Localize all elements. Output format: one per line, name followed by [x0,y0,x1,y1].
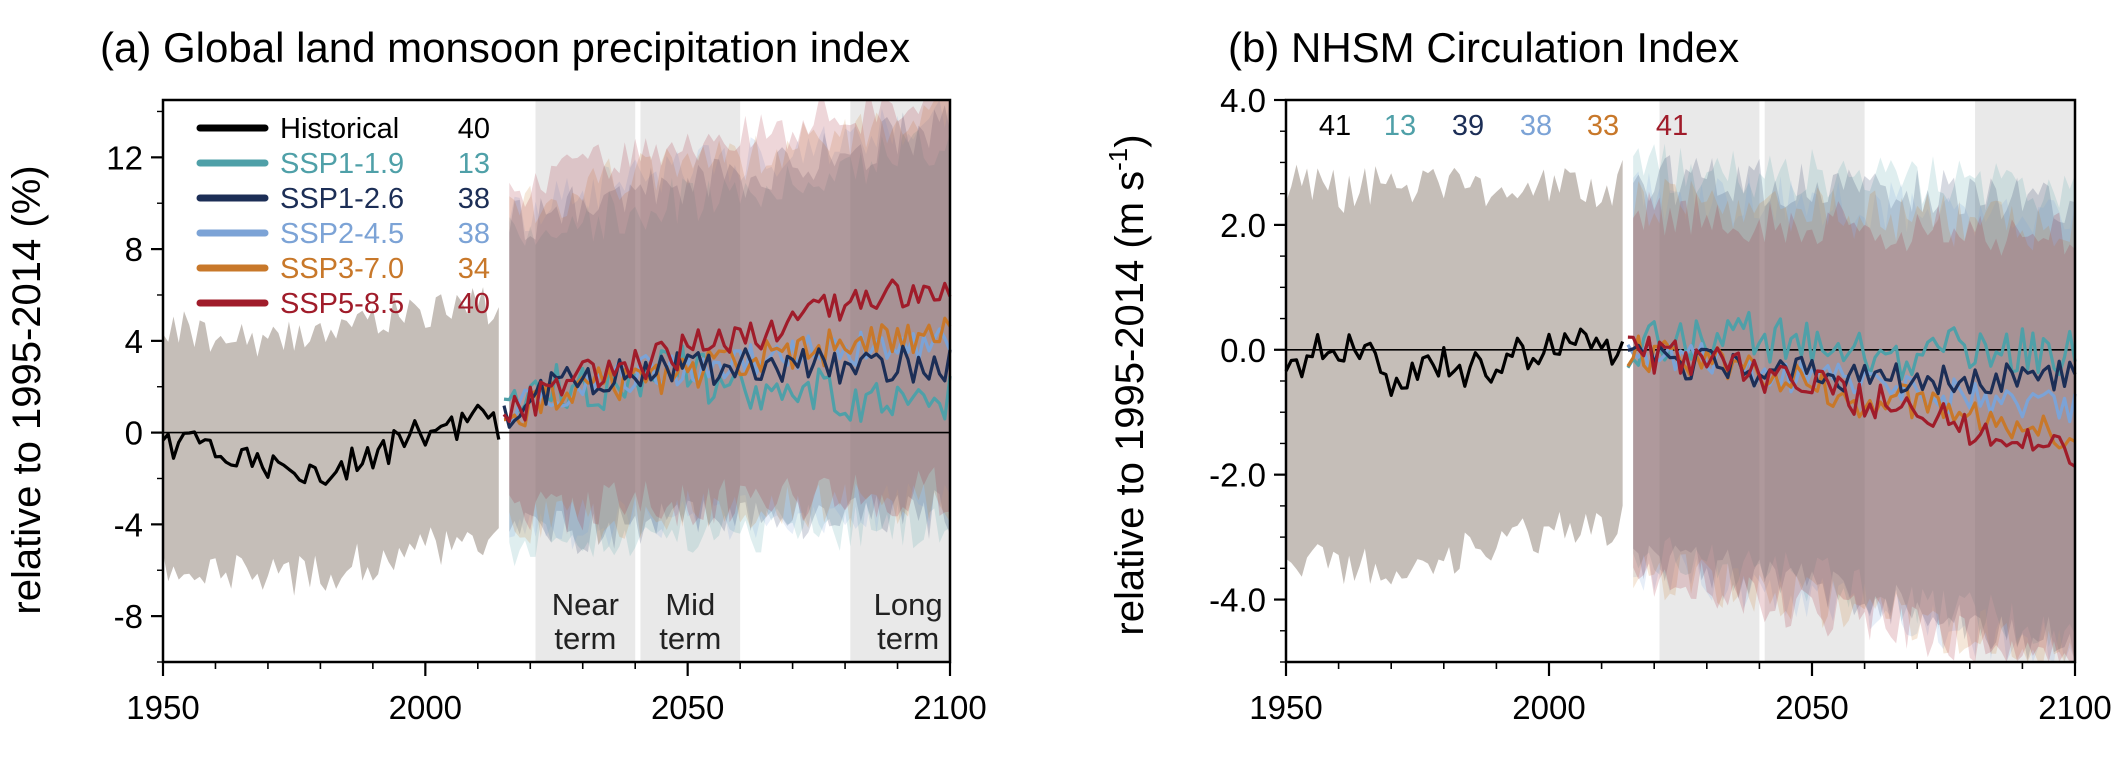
panel-b: (b) NHSM Circulation Index relative to 1… [1103,24,2112,726]
panel-b-period-shade-2 [1975,100,2075,662]
legend-label-ssp3-7.0: SSP3-7.0 [280,253,404,285]
panel-a-uncertainty-bands [163,100,950,662]
legend-label-ssp1-2.6: SSP1-2.6 [280,183,404,215]
panel-b-line-ssp1-2.6 [1627,337,2077,396]
legend-count-ssp5-8.5: 40 [458,288,490,320]
panel-b-band-ssp3-7.0 [1633,178,2075,662]
panel-a-line-ssp5-8.5 [502,278,952,423]
panel-a-period-shade-2 [850,100,950,662]
panel-a-band-ssp5-8.5 [509,100,950,535]
panel-b-line-ssp5-8.5 [1627,335,2076,468]
legend-label-historical: Historical [280,113,399,145]
legend-label-ssp5-8.5: SSP5-8.5 [280,288,404,320]
legend-count-ssp1-2.6: 38 [458,183,490,215]
panel-a-series-lines [161,278,952,486]
panel-b-line-ssp3-7.0 [1626,334,2076,450]
panel-b-y-tick-label: 2.0 [1220,207,1266,244]
legend-count-ssp2-4.5: 38 [458,218,490,250]
panel-a-y-tick-label: 8 [125,231,143,268]
panel-a-band-ssp3-7.0 [509,100,950,545]
panel-b-y-axis-label: relative to 1995-2014 (m s-1) [1103,134,1152,635]
panel-a-y-tick-label: 12 [106,139,143,176]
panel-a-axes: 1950 2000 2050 2100 -8 -4 0 4 8 12 [106,98,987,726]
legend-count-ssp3-7.0: 34 [458,253,490,285]
panel-b-y-tick-label: -4.0 [1209,582,1266,619]
legend-count-ssp1-1.9: 13 [458,148,490,180]
panel-b-axes: 1950 2000 2050 2100 -4.0 -2.0 0.0 2.0 4.0 [1209,82,2112,726]
panel-a-band-ssp1-2.6 [509,105,950,555]
panel-b-y-axis-label-sup: -1 [1103,148,1133,171]
panel-b-series-lines [1284,310,2077,468]
panel-a-x-tick-label: 2000 [389,689,462,726]
panel-b-x-tick-label: 2050 [1775,689,1848,726]
period-label-2-line2: term [877,621,939,656]
model-count-ssp3-7.0: 33 [1587,110,1619,142]
panel-a-y-axis-label: relative to 1995-2014 (%) [5,165,49,614]
panel-b-y-axis-label-end: ) [1108,134,1152,147]
panel-b-line-ssp2-4.5 [1626,342,2077,424]
panel-b-y-tick-label: 0.0 [1220,332,1266,369]
panel-b-x-tick-label: 2100 [2038,689,2111,726]
panel-b-band-ssp2-4.5 [1633,171,2075,662]
legend-label-ssp2-4.5: SSP2-4.5 [280,218,404,250]
period-label-2-line1: Long [874,587,943,622]
panel-b-model-counts: 41 13 39 38 33 41 [1319,110,1688,142]
panel-b-band-ssp5-8.5 [1633,191,2075,663]
model-count-ssp1-1.9: 13 [1384,110,1416,142]
panel-b-y-tick-label: 4.0 [1220,82,1266,119]
model-count-ssp5-8.5: 41 [1656,110,1688,142]
panel-b-line-ssp1-1.9 [1626,310,2077,381]
model-count-ssp2-4.5: 38 [1520,110,1552,142]
legend-label-ssp1-1.9: SSP1-1.9 [280,148,404,180]
panel-b-title: (b) NHSM Circulation Index [1228,24,1739,71]
panel-b-line-historical [1284,327,1625,397]
model-count-historical: 41 [1319,110,1351,142]
panel-b-x-tick-label: 2000 [1512,689,1585,726]
panel-a-y-tick-label: -8 [114,598,143,635]
panel-a: (a) Global land monsoon precipitation in… [5,24,987,726]
panel-b-y-axis-label-main: relative to 1995-2014 (m s [1108,171,1152,636]
panel-a-legend: Historical 40 SSP1-1.9 13 SSP1-2.6 38 SSP2-4.5… [196,113,490,320]
panel-a-y-tick-label: 4 [125,323,143,360]
panel-a-historical-band [163,287,499,596]
panel-a-x-tick-label: 2100 [913,689,986,726]
period-label-0-line2: term [554,621,616,656]
panel-b-x-tick-label: 1950 [1249,689,1322,726]
panel-a-title: (a) Global land monsoon precipitation in… [100,24,910,71]
panel-a-y-tick-label: 0 [125,415,143,452]
period-label-1-line2: term [659,621,721,656]
legend-count-historical: 40 [458,113,490,145]
panel-a-plot-frame [161,98,952,664]
panel-a-y-tick-label: -4 [114,506,143,543]
panel-b-band-ssp1-1.9 [1633,143,2075,654]
panel-a-x-tick-label: 1950 [126,689,199,726]
model-count-ssp1-2.6: 39 [1452,110,1484,142]
panel-a-line-ssp1-2.6 [502,344,952,429]
panel-a-band-ssp2-4.5 [509,100,950,550]
panel-b-y-tick-label: -2.0 [1209,457,1266,494]
panel-a-line-historical [161,403,501,486]
period-label-1-line1: Mid [665,587,715,622]
panel-a-x-tick-label: 2050 [651,689,724,726]
period-label-0-line1: Near [552,587,619,622]
